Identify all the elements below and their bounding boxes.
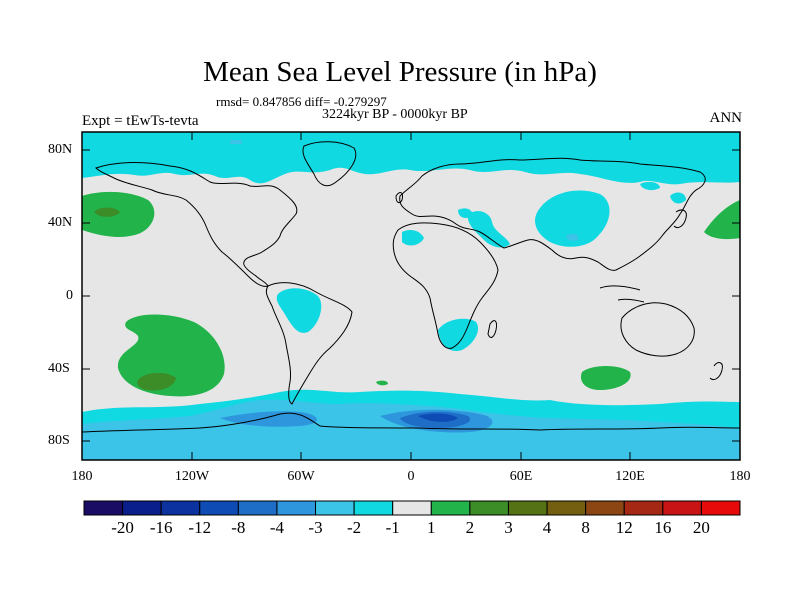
africa-coast: [392, 222, 499, 349]
colorbar-swatch-3: [199, 500, 239, 516]
season-label: ANN: [709, 110, 743, 126]
sahara-patch: [402, 230, 424, 246]
coastlines: [82, 141, 740, 433]
experiment-label: Expt = tEwTs-tevta: [82, 113, 199, 129]
colorbar-swatch-13: [585, 500, 625, 516]
colorbar-label-0: -20: [111, 518, 134, 537]
arctic-patch: [230, 140, 242, 144]
pressure-field: [82, 132, 740, 460]
colorbar-swatch-7: [353, 500, 394, 516]
north-pacific-high: [82, 191, 155, 237]
tibet-anomaly-core: [566, 233, 579, 241]
colorbar-swatch-2: [160, 500, 201, 516]
weddell-low-core: [418, 413, 458, 422]
madagascar-coast: [487, 320, 497, 338]
colorbar-label-3: -8: [231, 518, 246, 537]
colorbar-swatch-6: [315, 500, 355, 516]
colorbar-label-10: 3: [504, 518, 513, 537]
antarctica-coast: [82, 412, 740, 433]
south-america-coast: [265, 282, 353, 405]
northwest-pacific-high: [704, 200, 740, 240]
colorbar-swatch-11: [507, 500, 548, 516]
x-tick-0: 0: [407, 469, 415, 484]
axis-ticks: [82, 132, 740, 460]
colorbar-label-5: -3: [308, 518, 323, 537]
middle-east-anomaly: [467, 211, 510, 248]
tibet-anomaly: [535, 190, 610, 247]
period-label: 3224kyr BP - 0000kyr BP: [322, 107, 468, 122]
y-tick-40n: 40N: [48, 215, 73, 230]
japan-coast: [673, 209, 687, 229]
x-tick-60w: 60W: [287, 469, 315, 484]
colorbar-label-1: -16: [149, 518, 173, 537]
colorbar-label-11: 4: [542, 518, 552, 537]
colorbar-label-9: 2: [465, 518, 475, 537]
amazon-anomaly: [276, 288, 322, 333]
colorbar-label-8: 1: [427, 518, 436, 537]
australia-coast: [620, 302, 695, 357]
indonesia-coast: [599, 285, 645, 303]
colorbar-swatch-1: [122, 500, 162, 516]
colorbar-label-4: -4: [269, 518, 285, 537]
y-tick-80s: 80S: [48, 433, 70, 448]
x-tick-60e: 60E: [509, 469, 533, 484]
colorbar-label-6: -2: [347, 518, 362, 537]
colorbar-swatch-12: [546, 500, 587, 516]
colorbar-swatch-8: [392, 500, 432, 516]
y-tick-80n: 80N: [48, 142, 73, 157]
colorbar-swatch-5: [276, 500, 317, 516]
new-zealand-coast: [709, 362, 723, 381]
y-tick-40s: 40S: [48, 361, 70, 376]
colorbar-swatch-0: [83, 500, 124, 516]
colorbar-swatch-9: [430, 500, 471, 516]
greenland-coast: [302, 141, 357, 187]
colorbar-label-14: 16: [654, 518, 672, 537]
caspian-patch: [458, 208, 473, 218]
colorbar-label-12: 8: [581, 518, 590, 537]
colorbar-swatch-4: [237, 500, 278, 516]
x-tick-180e: 180: [729, 469, 751, 484]
colorbar-label-15: 20: [692, 518, 710, 537]
australia-south-high: [580, 366, 631, 390]
x-tick-180w: 180: [71, 469, 93, 484]
colorbar-swatch-14: [623, 500, 664, 516]
eurasia-coast: [399, 157, 706, 271]
east-asia-patch: [670, 192, 686, 204]
south-pacific-high-core: [137, 372, 176, 391]
map-title: Mean Sea Level Pressure (in hPa): [203, 56, 597, 88]
north-pacific-high-core: [94, 207, 120, 217]
north-pacific-patch: [640, 181, 660, 191]
x-tick-120e: 120E: [615, 469, 645, 484]
arctic-anomaly: [82, 132, 740, 185]
south-atlantic-patch: [376, 380, 388, 386]
british-isles-coast: [395, 192, 403, 204]
colorbar: [83, 500, 741, 516]
north-america-coast: [95, 162, 298, 287]
stats-label: rmsd= 0.847856 diff= -0.279297: [216, 94, 387, 109]
colorbar-label-13: 12: [615, 518, 633, 537]
colorbar-swatch-10: [469, 500, 509, 516]
colorbar-label-2: -12: [188, 518, 212, 537]
colorbar-label-7: -1: [385, 518, 400, 537]
y-tick-0: 0: [66, 288, 73, 303]
x-tick-120w: 120W: [174, 469, 210, 484]
colorbar-swatch-15: [662, 500, 702, 516]
colorbar-swatch-16: [700, 500, 741, 516]
